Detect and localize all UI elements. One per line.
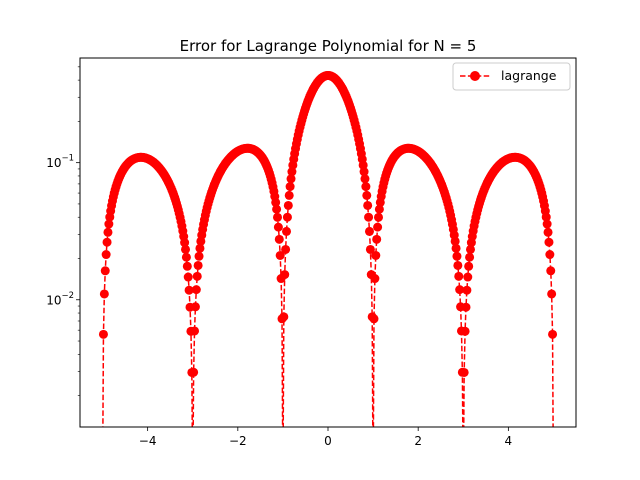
data-point — [98, 329, 108, 339]
data-point — [374, 204, 384, 214]
data-point — [273, 212, 282, 222]
y-axis: 10−210−1 — [46, 66, 80, 396]
data-point — [282, 226, 292, 236]
data-point — [101, 250, 111, 260]
data-point — [364, 226, 374, 236]
data-point — [191, 285, 201, 295]
data-point — [283, 200, 293, 210]
data-point — [465, 252, 475, 262]
data-point — [362, 190, 372, 200]
data-point — [280, 270, 290, 280]
data-point — [359, 167, 369, 177]
data-point — [285, 182, 295, 192]
data-point — [545, 250, 555, 260]
data-point — [455, 285, 465, 295]
legend-box — [452, 62, 571, 91]
data-point — [360, 174, 370, 184]
data-point — [183, 272, 193, 282]
data-point — [279, 312, 289, 322]
data-point — [542, 219, 552, 229]
data-point — [274, 234, 284, 244]
data-point — [275, 250, 285, 260]
data-point — [370, 274, 380, 284]
legend: lagrange — [452, 62, 571, 91]
data-point — [100, 266, 110, 276]
data-point — [99, 289, 109, 299]
data-point — [454, 271, 464, 281]
data-point — [452, 251, 462, 261]
data-point — [190, 302, 200, 312]
data-point — [451, 243, 461, 253]
data-point — [271, 197, 281, 207]
x-tick-label: 4 — [505, 434, 513, 448]
data-point — [190, 326, 200, 336]
data-point — [284, 190, 294, 200]
data-point — [104, 219, 114, 229]
x-tick-label: 0 — [324, 434, 332, 448]
legend-marker-swatch — [470, 71, 480, 81]
x-tick-label: 2 — [414, 434, 422, 448]
data-point — [463, 272, 473, 282]
data-point — [286, 174, 296, 184]
data-point — [374, 212, 383, 222]
data-point — [193, 260, 203, 270]
x-tick-label: −4 — [139, 434, 157, 448]
data-point — [453, 260, 463, 270]
data-point — [195, 243, 205, 253]
data-point — [544, 237, 554, 247]
data-point — [450, 236, 460, 246]
data-point — [282, 212, 292, 222]
legend-label-lagrange: lagrange — [501, 68, 557, 83]
y-tick-label: 10 — [46, 156, 61, 170]
data-point — [373, 222, 383, 232]
data-point — [281, 244, 291, 254]
data-point — [460, 326, 470, 336]
series-lagrange — [98, 70, 558, 427]
chart-title: Error for Lagrange Polynomial for N = 5 — [180, 37, 477, 55]
data-point — [184, 285, 194, 295]
data-point — [548, 329, 558, 339]
x-axis: −4 −2 0 2 4 — [139, 427, 512, 448]
y-tick-label: 10 — [46, 293, 61, 307]
data-point — [182, 261, 192, 271]
data-point — [181, 244, 191, 254]
data-point — [192, 271, 202, 281]
data-point — [180, 238, 190, 248]
data-point — [363, 200, 373, 210]
data-point — [189, 367, 199, 377]
data-point — [371, 250, 381, 260]
data-point — [194, 251, 204, 261]
data-point — [103, 227, 113, 237]
data-point — [461, 302, 471, 312]
data-point — [459, 367, 469, 377]
data-point — [361, 182, 371, 192]
data-point — [181, 252, 191, 262]
data-point — [462, 285, 472, 295]
x-tick-label: −2 — [229, 434, 247, 448]
data-point — [273, 222, 283, 232]
data-point — [272, 204, 282, 214]
data-point — [465, 244, 475, 254]
y-tick-label-exponent: −1 — [62, 154, 75, 164]
data-point — [546, 266, 556, 276]
data-point — [543, 227, 553, 237]
data-point — [541, 212, 551, 222]
y-tick-label-exponent: −2 — [62, 291, 75, 301]
data-point — [369, 314, 379, 324]
data-point — [102, 237, 112, 247]
data-point — [365, 244, 375, 254]
data-point — [364, 212, 374, 222]
data-point — [547, 289, 557, 299]
data-point — [372, 234, 382, 244]
data-point — [464, 261, 474, 271]
